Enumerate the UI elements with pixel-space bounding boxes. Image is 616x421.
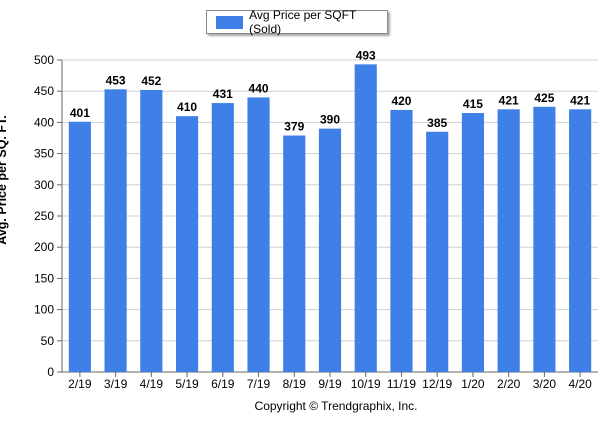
x-tick-label: 6/19 [211, 377, 235, 391]
legend: Avg Price per SQFT (Sold) [206, 8, 388, 36]
y-tick-label: 500 [34, 53, 54, 67]
bar [211, 103, 234, 372]
x-tick-labels: 2/19 3/19 4/19 5/19 6/19 7/19 8/19 9/19 10/19 11/… [68, 377, 592, 391]
y-tick-label: 300 [34, 178, 54, 192]
data-label: 390 [320, 113, 340, 127]
y-tick-label: 50 [41, 334, 55, 348]
y-tick-labels: 0 50 100 150 200 250 300 350 400 450 500 [34, 53, 54, 379]
x-tick-label: 9/19 [318, 377, 342, 391]
data-label: 385 [427, 116, 447, 130]
bar [104, 89, 127, 372]
data-label: 421 [499, 93, 519, 107]
x-tick-label: 10/19 [351, 377, 381, 391]
bar [533, 106, 556, 373]
y-tick-label: 400 [34, 115, 54, 129]
bar [283, 135, 306, 372]
data-label: 401 [70, 106, 90, 120]
bar [247, 97, 270, 372]
data-label: 452 [141, 74, 161, 88]
bar [354, 64, 377, 373]
y-tick-label: 450 [34, 84, 54, 98]
data-label: 440 [249, 81, 269, 95]
legend-label: Avg Price per SQFT (Sold) [249, 8, 357, 36]
bar [175, 116, 199, 372]
bar [390, 109, 413, 373]
x-tick-label: 3/20 [533, 377, 557, 391]
bar [497, 109, 520, 373]
data-label: 431 [213, 87, 233, 101]
bars [68, 64, 592, 373]
x-tick-label: 4/20 [568, 377, 592, 391]
data-labels: 401 453 452 410 431 440 379 390 493 420 385 415 421 4… [70, 48, 591, 133]
data-label: 420 [391, 94, 411, 108]
data-label: 379 [284, 120, 304, 134]
data-label: 493 [356, 48, 376, 62]
data-label: 415 [463, 97, 483, 111]
x-tick-label: 1/20 [461, 377, 485, 391]
data-label: 425 [534, 91, 554, 105]
x-tick-label: 4/19 [140, 377, 164, 391]
y-tick-label: 350 [34, 147, 54, 161]
bar [318, 128, 342, 372]
y-tick-label: 0 [47, 365, 54, 379]
bar [461, 113, 485, 372]
x-axis-title: Copyright © Trendgraphix, Inc. [254, 399, 418, 413]
x-tick-label: 7/19 [247, 377, 271, 391]
data-label: 453 [106, 73, 126, 87]
data-label: 410 [177, 100, 197, 114]
y-tick-label: 250 [34, 209, 54, 223]
x-tick-label: 12/19 [422, 377, 452, 391]
legend-swatch [216, 15, 244, 29]
x-tick-label: 2/20 [497, 377, 521, 391]
y-axis-title: Avg. Price per SQ. FT. [0, 115, 9, 245]
bar [68, 121, 91, 372]
x-tick-label: 2/19 [68, 377, 92, 391]
bar [426, 131, 449, 372]
bar [140, 89, 163, 373]
x-tick-label: 8/19 [283, 377, 307, 391]
x-tick-label: 11/19 [387, 377, 416, 391]
y-tick-label: 150 [34, 271, 54, 285]
x-tick-label: 3/19 [104, 377, 128, 391]
data-label: 421 [570, 93, 590, 107]
y-tick-label: 100 [34, 303, 54, 317]
x-tick-label: 5/19 [175, 377, 199, 391]
bar [569, 109, 592, 373]
y-tick-label: 200 [34, 240, 54, 254]
